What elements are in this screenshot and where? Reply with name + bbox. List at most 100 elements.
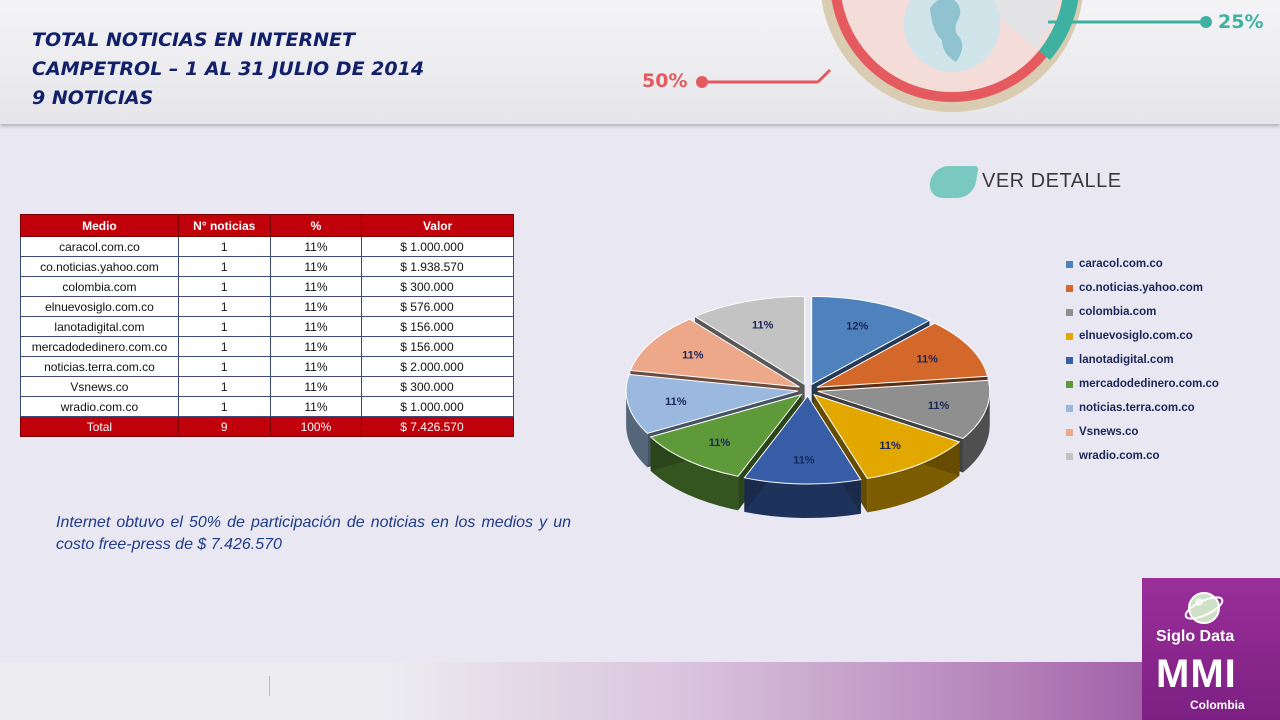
cell-valor: $ 156.000 <box>361 336 514 357</box>
pie-slice <box>629 318 800 388</box>
cell-noticias: 1 <box>177 256 271 277</box>
cell-percent: 11% <box>269 316 363 337</box>
legend-label: Vsnews.co <box>1079 426 1139 438</box>
cell-noticias: 9 <box>177 416 271 437</box>
cell-percent: 100% <box>269 416 363 437</box>
legend-item: caracol.com.co <box>1066 252 1219 276</box>
title-line-2: CAMPETROL – 1 AL 31 JULIO DE 2014 <box>32 58 425 80</box>
legend-swatch <box>1066 284 1073 292</box>
legend-swatch <box>1066 380 1073 388</box>
table-row: wradio.com.co 1 11% $ 1.000.000 <box>20 396 514 417</box>
pie-slice <box>817 379 991 440</box>
col-header-percent: % <box>269 214 363 237</box>
cell-percent: 11% <box>269 356 363 377</box>
brand-line-1: Siglo Data <box>1156 628 1235 645</box>
legend-item: wradio.com.co <box>1066 444 1219 468</box>
pie-chart: 12% 11% 11% 11% 11% 11% 11% 11% 11% <box>625 295 991 518</box>
cell-percent: 11% <box>269 376 363 397</box>
cell-valor: $ 300.000 <box>361 276 514 297</box>
pie-data-label: 11% <box>793 454 815 466</box>
pie-slice <box>625 373 799 434</box>
table-row: lanotadigital.com 1 11% $ 156.000 <box>20 316 514 337</box>
table-row: caracol.com.co 1 11% $ 1.000.000 <box>20 236 514 257</box>
pie-data-label: 11% <box>665 396 687 408</box>
media-table: Medio N° noticias % Valor caracol.com.co… <box>20 214 514 437</box>
pie-data-label: 11% <box>709 437 731 449</box>
legend-item: Vsnews.co <box>1066 420 1219 444</box>
cell-percent: 11% <box>269 396 363 417</box>
pie-slice <box>816 322 989 388</box>
cell-valor: $ 156.000 <box>361 316 514 337</box>
footer-divider <box>269 676 270 696</box>
summary-caption: Internet obtuvo el 50% de participación … <box>56 512 571 556</box>
pie-data-label: 11% <box>928 400 950 412</box>
legend-swatch <box>1066 308 1073 316</box>
col-header-noticias: N° noticias <box>177 214 271 237</box>
brand-globe-icon <box>1184 592 1224 624</box>
pie-slice <box>693 295 806 386</box>
title-line-3: 9 NOTICIAS <box>32 87 154 109</box>
cell-noticias: 1 <box>177 276 271 297</box>
legend-swatch <box>1066 260 1073 268</box>
legend-label: mercadodedinero.com.co <box>1079 378 1219 390</box>
cell-medio: noticias.terra.com.co <box>20 356 179 377</box>
cell-medio: elnuevosiglo.com.co <box>20 296 179 317</box>
brand-logo: Siglo Data MMI Colombia <box>1142 578 1280 720</box>
legend-label: noticias.terra.com.co <box>1079 402 1195 414</box>
header-decoration <box>696 0 1212 112</box>
cell-valor: $ 300.000 <box>361 376 514 397</box>
cell-medio: lanotadigital.com <box>20 316 179 337</box>
legend-swatch <box>1066 452 1073 460</box>
pie-slice <box>812 393 961 479</box>
legend-swatch <box>1066 356 1073 364</box>
cell-noticias: 1 <box>177 236 271 257</box>
legend-swatch <box>1066 428 1073 436</box>
pie-data-label: 12% <box>846 321 868 333</box>
pie-data-label: 11% <box>752 320 774 332</box>
cell-valor: $ 7.426.570 <box>361 416 514 437</box>
cell-percent: 11% <box>269 336 363 357</box>
percent-badge-right: 25% <box>1218 11 1264 33</box>
cell-medio: colombia.com <box>20 276 179 297</box>
pie-slice <box>649 393 803 477</box>
cell-percent: 11% <box>269 236 363 257</box>
page-title: TOTAL NOTICIAS EN INTERNET CAMPETROL – 1… <box>32 26 424 113</box>
pie-data-label: 11% <box>917 354 939 366</box>
legend-label: co.noticias.yahoo.com <box>1079 282 1203 294</box>
table-header-row: Medio N° noticias % Valor <box>20 214 514 237</box>
globe-continent <box>930 0 963 62</box>
cell-noticias: 1 <box>177 336 271 357</box>
table-row: colombia.com 1 11% $ 300.000 <box>20 276 514 297</box>
legend-item: lanotadigital.com <box>1066 348 1219 372</box>
table-total-row: Total 9 100% $ 7.426.570 <box>20 416 514 437</box>
title-line-1: TOTAL NOTICIAS EN INTERNET <box>32 29 355 51</box>
table-row: co.noticias.yahoo.com 1 11% $ 1.938.570 <box>20 256 514 277</box>
chart-legend: caracol.com.co co.noticias.yahoo.com colom… <box>1066 252 1219 468</box>
caption-part-1: Internet obtuvo el 50% de participación … <box>56 514 571 553</box>
cell-percent: 11% <box>269 276 363 297</box>
cell-medio: caracol.com.co <box>20 236 179 257</box>
caption-part-2: de $ 7.426.570 <box>170 536 282 553</box>
legend-item: noticias.terra.com.co <box>1066 396 1219 420</box>
table-row: elnuevosiglo.com.co 1 11% $ 576.000 <box>20 296 514 317</box>
cell-medio: Vsnews.co <box>20 376 179 397</box>
connector-dot-left <box>696 76 708 88</box>
table-row: mercadodedinero.com.co 1 11% $ 156.000 <box>20 336 514 357</box>
ver-detalle-icon <box>927 166 979 198</box>
legend-swatch <box>1066 404 1073 412</box>
header-band: TOTAL NOTICIAS EN INTERNET CAMPETROL – 1… <box>0 0 1280 124</box>
footer-band <box>0 662 1280 720</box>
legend-label: colombia.com <box>1079 306 1157 318</box>
legend-label: wradio.com.co <box>1079 450 1160 462</box>
col-header-valor: Valor <box>361 214 514 237</box>
percent-badge-left: 50% <box>642 70 688 92</box>
pie-data-label: 11% <box>879 440 901 452</box>
legend-label: caracol.com.co <box>1079 258 1163 270</box>
legend-item: elnuevosiglo.com.co <box>1066 324 1219 348</box>
cell-medio: wradio.com.co <box>20 396 179 417</box>
cell-medio: mercadodedinero.com.co <box>20 336 179 357</box>
legend-label: lanotadigital.com <box>1079 354 1174 366</box>
cell-percent: 11% <box>269 256 363 277</box>
cell-noticias: 1 <box>177 356 271 377</box>
pie-slice <box>811 295 931 386</box>
